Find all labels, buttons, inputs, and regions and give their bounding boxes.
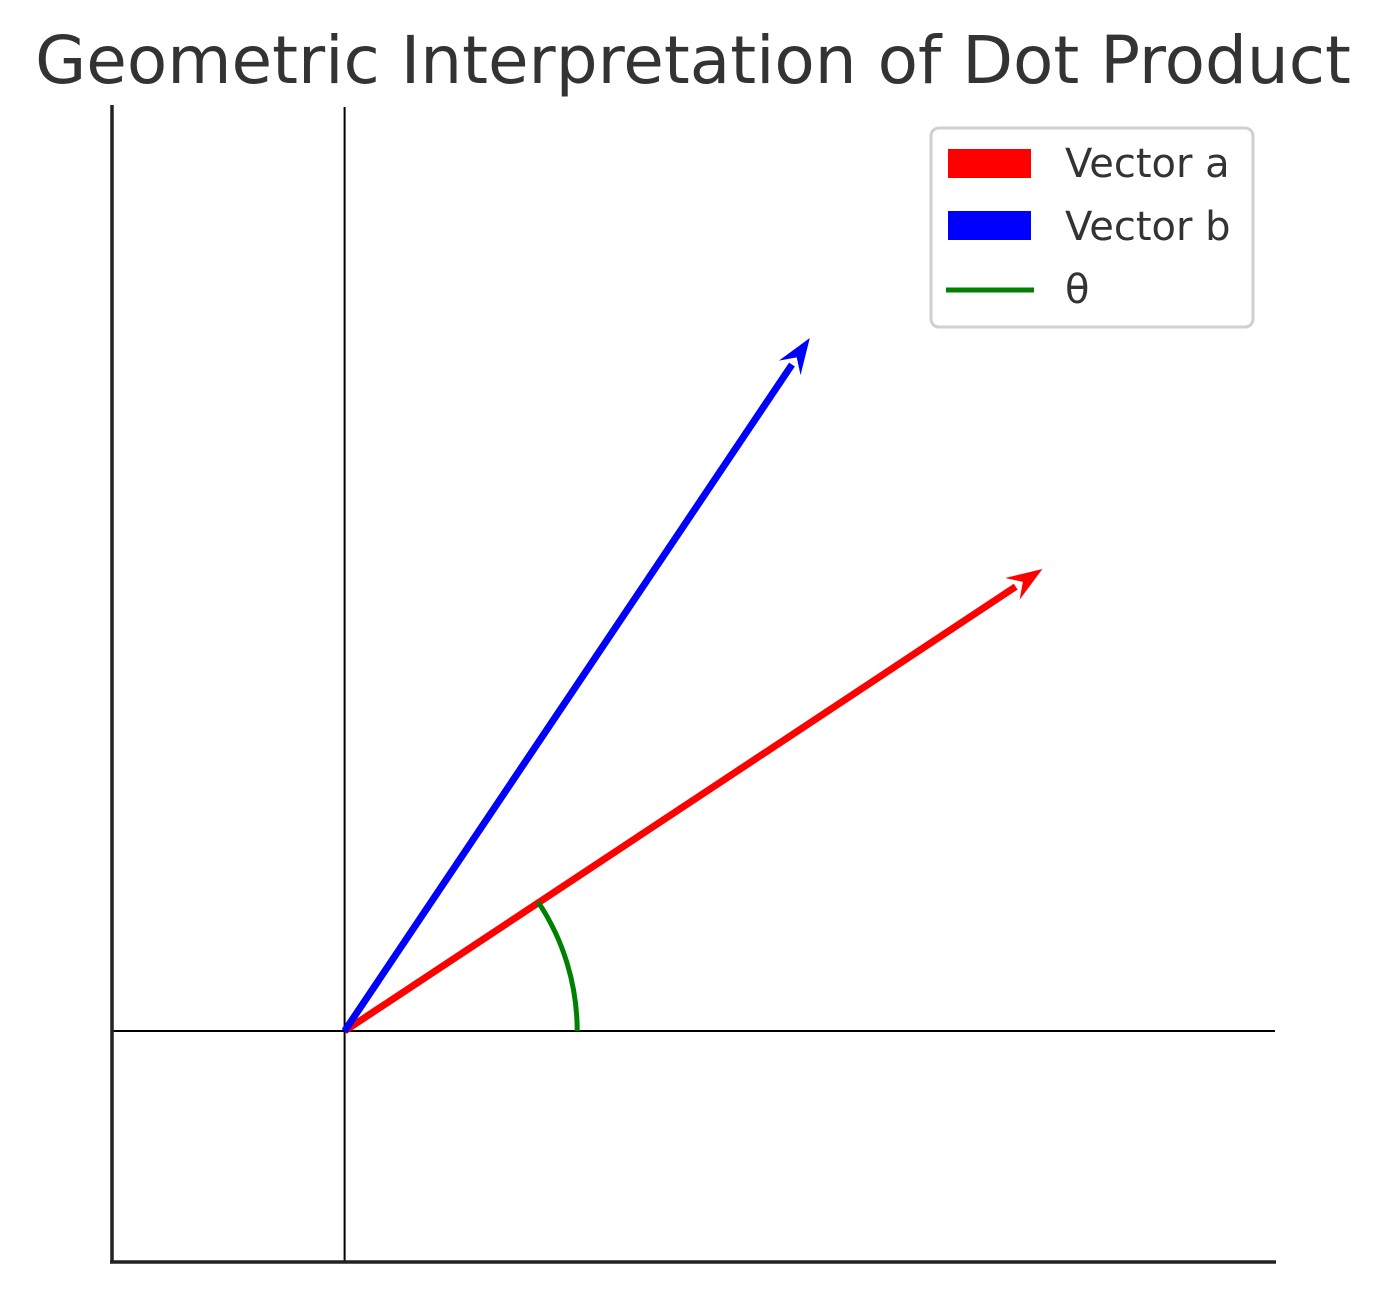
legend-label-vector-a: Vector a — [1065, 141, 1230, 187]
vector-b-arrow — [341, 338, 810, 1033]
vector-b-arrowhead — [778, 338, 810, 376]
plot-area — [112, 107, 1275, 1262]
legend-label-theta: θ — [1065, 267, 1089, 313]
legend: Vector a Vector b θ — [929, 126, 1255, 329]
legend-swatch-vector-a — [948, 149, 1031, 178]
chart-title: Geometric Interpretation of Dot Product — [35, 22, 1351, 99]
legend-label-vector-b: Vector b — [1065, 204, 1231, 250]
legend-swatch-vector-b — [948, 211, 1031, 240]
vector-a-arrow — [342, 569, 1043, 1034]
vector-a-shaft — [342, 583, 1018, 1034]
vector-b-shaft — [341, 362, 795, 1033]
vectors-layer — [341, 338, 1043, 1034]
vector-a-arrowhead — [1005, 569, 1043, 600]
angle-arc — [536, 900, 580, 1032]
